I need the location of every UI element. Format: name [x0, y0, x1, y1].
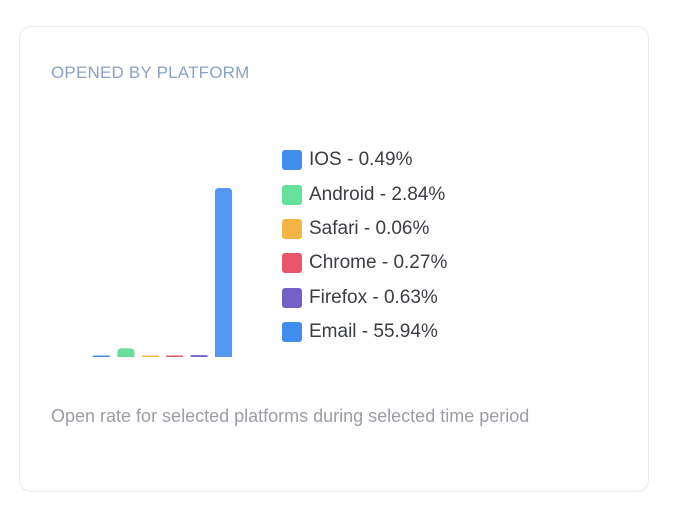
bar-email	[215, 188, 232, 357]
legend-item-ios[interactable]: IOS - 0.49%	[282, 143, 447, 177]
legend-label: Firefox - 0.63%	[309, 286, 438, 308]
bar-android	[117, 348, 135, 357]
legend-item-email[interactable]: Email - 55.94%	[282, 315, 447, 349]
chart-legend: IOS - 0.49% Android - 2.84% Safari - 0.06%…	[282, 143, 447, 349]
legend-label: Chrome - 0.27%	[309, 252, 448, 274]
legend-label: Safari - 0.06%	[309, 217, 430, 239]
bar-ios	[93, 355, 110, 357]
card-description: Open rate for selected platforms during …	[51, 406, 530, 426]
opened-by-platform-card: OPENED BY PLATFORM IOS - 0.49% Android - …	[19, 26, 649, 492]
legend-swatch	[282, 253, 302, 274]
bar-firefox	[190, 355, 208, 357]
legend-item-android[interactable]: Android - 2.84%	[282, 177, 447, 211]
legend-swatch	[282, 322, 302, 343]
legend-item-safari[interactable]: Safari - 0.06%	[282, 212, 447, 246]
card-title: OPENED BY PLATFORM	[51, 63, 250, 82]
legend-swatch	[282, 184, 302, 205]
legend-item-firefox[interactable]: Firefox - 0.63%	[282, 281, 447, 315]
bar-safari	[141, 355, 159, 357]
legend-item-chrome[interactable]: Chrome - 0.27%	[282, 246, 447, 280]
bar-chart	[93, 188, 232, 357]
legend-swatch	[282, 287, 302, 308]
legend-swatch	[282, 218, 302, 239]
legend-label: Email - 55.94%	[309, 321, 438, 343]
bar-chrome	[166, 355, 184, 357]
legend-swatch	[282, 150, 302, 171]
legend-label: Android - 2.84%	[309, 183, 446, 205]
legend-label: IOS - 0.49%	[309, 149, 413, 171]
